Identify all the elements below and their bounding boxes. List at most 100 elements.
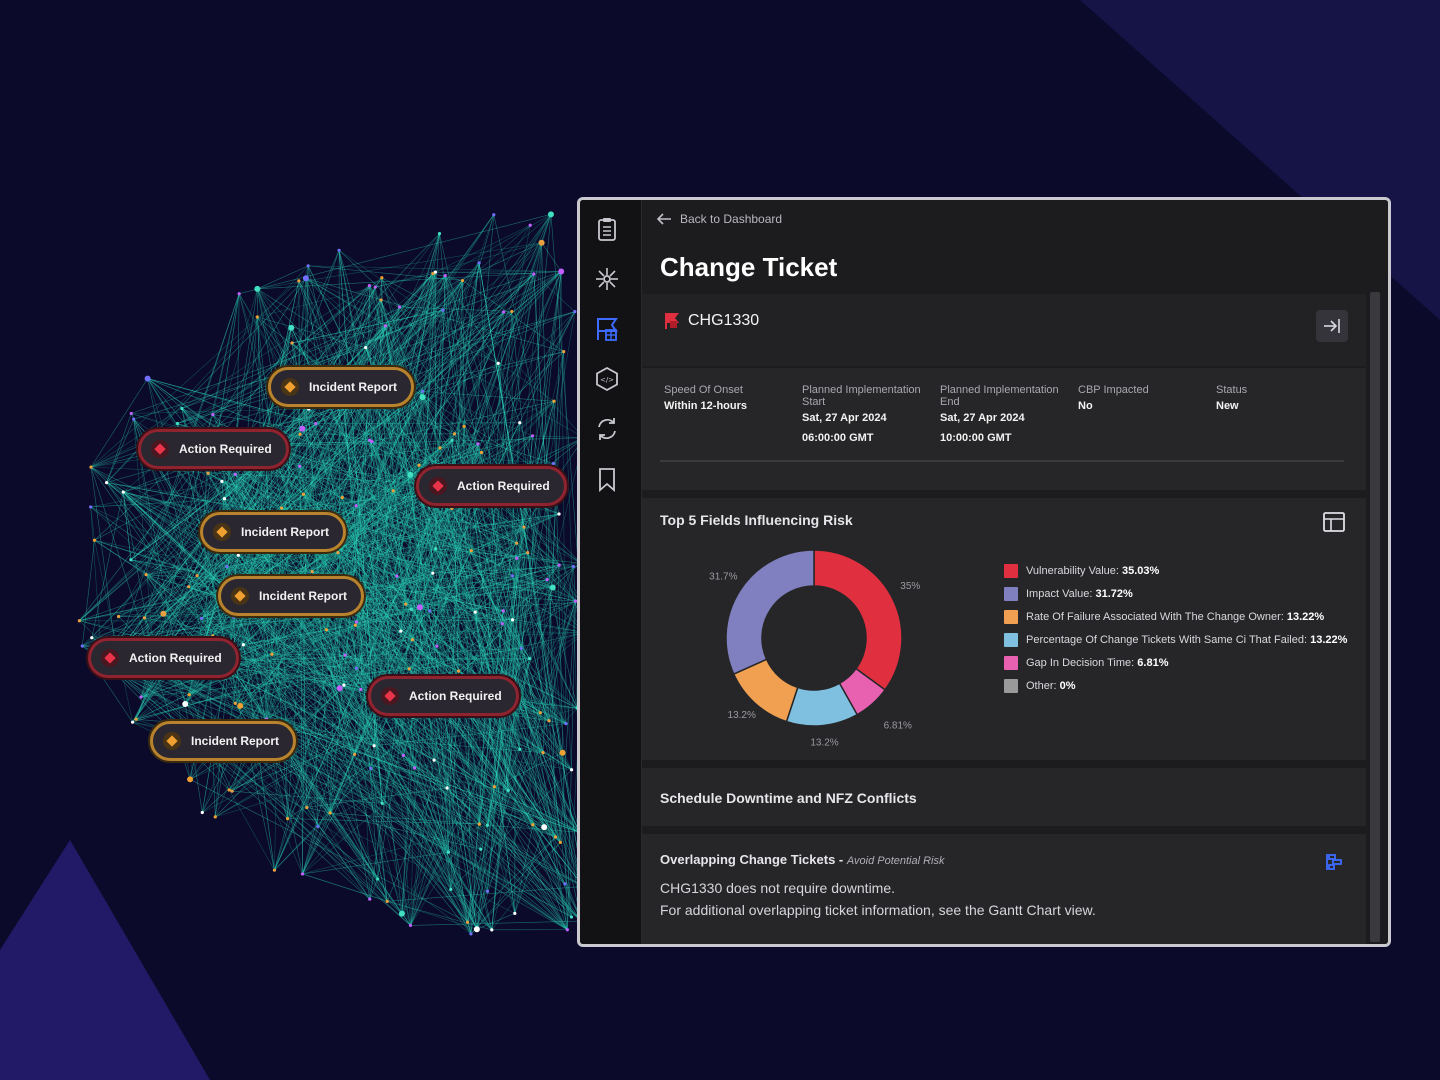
legend-swatch: [1004, 656, 1018, 670]
tag-label: Incident Report: [241, 525, 330, 539]
schedule-card: Schedule Downtime and NFZ Conflicts: [642, 760, 1366, 826]
legend-item[interactable]: Impact Value: 31.72%: [1004, 587, 1354, 602]
legend-swatch: [1004, 633, 1018, 647]
change-ticket-window: </> Back to Dashboard Change Ticket CHG1…: [577, 197, 1391, 947]
graph-node: [469, 549, 473, 553]
action-required-tag[interactable]: Action Required: [138, 429, 289, 469]
incident-report-tag[interactable]: Incident Report: [200, 512, 347, 552]
graph-node: [397, 305, 402, 309]
graph-node: [187, 776, 194, 783]
graph-node: [435, 644, 439, 648]
legend-item[interactable]: Percentage Of Change Tickets With Same C…: [1004, 633, 1354, 648]
expand-right-icon: [1324, 319, 1340, 333]
graph-node: [511, 618, 515, 622]
graph-node: [547, 211, 554, 218]
graph-node: [264, 717, 268, 721]
action-required-tag[interactable]: Action Required: [416, 466, 567, 506]
hexagon-icon[interactable]: </>: [594, 366, 620, 392]
divider: [660, 460, 1344, 462]
legend-item[interactable]: Vulnerability Value: 35.03%: [1004, 564, 1354, 579]
expand-panel-button[interactable]: [1316, 310, 1348, 342]
graph-node: [515, 556, 519, 560]
graph-node: [372, 744, 376, 748]
graph-node: [450, 506, 454, 510]
graph-node: [443, 273, 447, 278]
graph-node: [395, 574, 399, 578]
network-icon[interactable]: [594, 266, 620, 292]
slice-label: 31.7%: [709, 571, 737, 582]
legend-label: Gap In Decision Time: 6.81%: [1026, 657, 1169, 669]
graph-node: [456, 669, 461, 673]
graph-node: [450, 438, 454, 442]
graph-node: [557, 512, 561, 516]
arrow-left-icon: [656, 213, 671, 225]
graph-node: [367, 284, 371, 288]
bookmark-icon[interactable]: [594, 466, 620, 492]
graph-node: [254, 285, 261, 292]
donut-slice[interactable]: [725, 549, 815, 676]
graph-node: [379, 298, 383, 302]
gantt-chart-icon[interactable]: [1324, 852, 1344, 872]
graph-node: [233, 701, 237, 705]
back-to-dashboard-link[interactable]: Back to Dashboard: [656, 212, 782, 226]
graph-node: [160, 610, 167, 617]
graph-node: [301, 492, 305, 496]
legend-item[interactable]: Gap In Decision Time: 6.81%: [1004, 656, 1354, 671]
action-required-tag[interactable]: Action Required: [88, 638, 239, 678]
graph-node: [434, 547, 438, 551]
graph-node: [139, 695, 143, 699]
incident-report-tag[interactable]: Incident Report: [150, 721, 297, 761]
chart-legend: Vulnerability Value: 35.03% Impact Value:…: [1004, 564, 1354, 702]
overlap-message-line: CHG1330 does not require downtime.: [660, 880, 896, 896]
graph-node: [195, 574, 199, 578]
graph-node: [409, 607, 413, 611]
graph-node: [532, 272, 536, 276]
sync-icon[interactable]: [594, 416, 620, 442]
diamond-icon: [281, 378, 299, 396]
graph-node: [557, 563, 561, 567]
graph-node: [476, 442, 480, 446]
graph-node: [369, 766, 373, 770]
graph-node: [569, 768, 574, 772]
graph-node: [506, 788, 510, 793]
clipboard-icon[interactable]: [594, 216, 620, 242]
graph-node: [306, 264, 310, 268]
graph-node: [531, 823, 535, 827]
incident-report-tag[interactable]: Incident Report: [268, 367, 415, 407]
graph-node: [279, 506, 284, 510]
incident-report-tag[interactable]: Incident Report: [218, 576, 365, 616]
field-label: Speed Of Onset: [664, 384, 743, 396]
graph-node: [359, 687, 363, 692]
field-label: Planned Implementation End: [940, 384, 1059, 408]
graph-node: [417, 463, 421, 467]
graph-node: [399, 629, 403, 633]
scrollbar[interactable]: [1370, 292, 1380, 942]
graph-node: [353, 623, 357, 627]
risk-card-title: Top 5 Fields Influencing Risk: [660, 512, 853, 528]
legend-value: 31.72%: [1095, 588, 1133, 600]
graph-node: [518, 747, 522, 751]
graph-node: [80, 644, 84, 648]
graph-node: [305, 805, 309, 810]
graph-node: [465, 920, 470, 924]
graph-node: [316, 824, 320, 829]
overlap-message-line: For additional overlapping ticket inform…: [660, 902, 1096, 918]
back-link-label: Back to Dashboard: [680, 212, 783, 226]
legend-item[interactable]: Rate Of Failure Associated With The Chan…: [1004, 610, 1354, 625]
donut-slice[interactable]: [813, 549, 903, 691]
table-view-icon[interactable]: [1322, 510, 1346, 534]
action-required-tag[interactable]: Action Required: [368, 676, 519, 716]
graph-node: [477, 822, 481, 826]
legend-item[interactable]: Other: 0%: [1004, 679, 1354, 694]
graph-node: [354, 666, 359, 670]
flag-grid-icon[interactable]: [594, 316, 620, 342]
graph-node: [187, 585, 191, 589]
graph-node: [538, 239, 545, 246]
legend-value: 13.22%: [1286, 611, 1325, 623]
legend-swatch: [1004, 610, 1018, 624]
graph-node: [310, 570, 314, 574]
graph-node: [144, 375, 151, 382]
graph-node: [553, 835, 558, 839]
graph-node: [541, 824, 548, 831]
graph-node: [237, 702, 244, 709]
